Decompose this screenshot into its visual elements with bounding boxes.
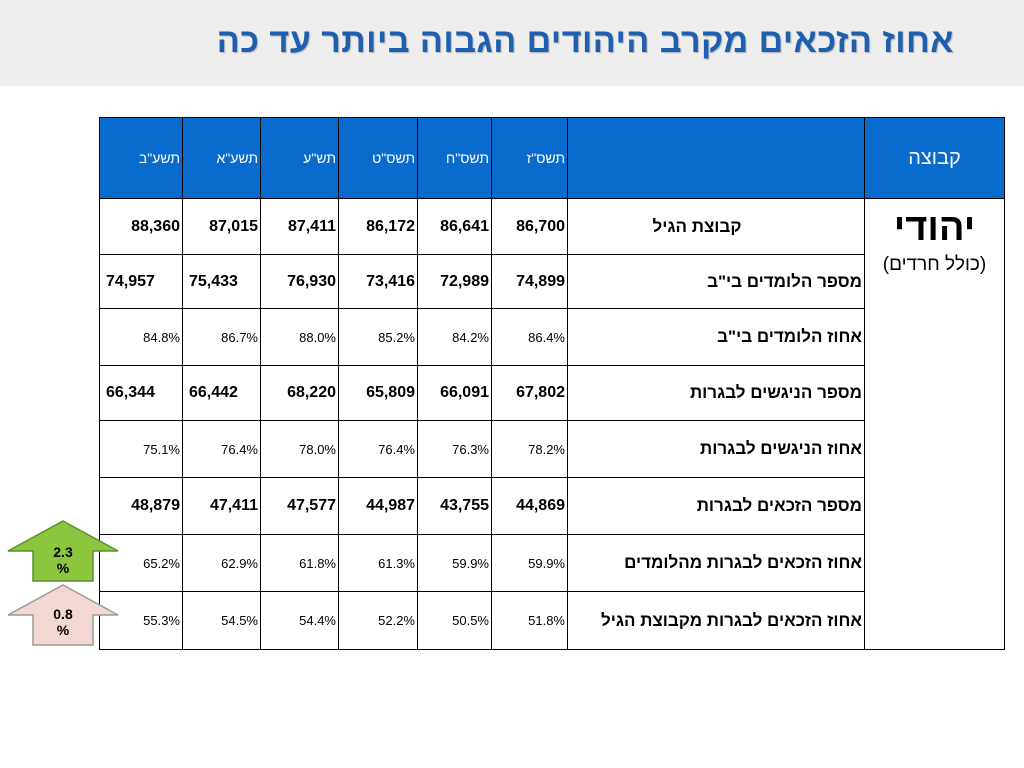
table-row: 84.8% 86.7% 88.0% 85.2% 84.2% 86.4% אחוז… [99, 308, 1005, 366]
table-cell: 65,809 [338, 365, 418, 421]
table-cell: 88,360 [99, 198, 183, 255]
table-row: 88,360 87,015 87,411 86,172 86,641 86,70… [99, 198, 1005, 650]
table-cell: 72,989 [417, 254, 492, 309]
table-cell: 86.4% [491, 308, 568, 366]
table-row: 65.2% 62.9% 61.8% 61.3% 59.9% 59.9% אחוז… [99, 534, 1005, 592]
arrow-value: 2.3 [53, 544, 73, 560]
year-header: תשע"א [182, 117, 261, 199]
table-cell: 59.9% [491, 534, 568, 592]
table-cell: 61.8% [260, 534, 339, 592]
table-cell: 47,577 [260, 477, 339, 535]
table-cell: 67,802 [491, 365, 568, 421]
table-cell: 84.8% [99, 308, 183, 366]
up-arrow-icon [7, 584, 119, 646]
table-cell: 55.3% [99, 591, 183, 650]
table-cell: 61.3% [338, 534, 418, 592]
table-cell: 76.4% [182, 420, 261, 478]
table-cell: 66,344 [99, 365, 183, 421]
table-cell: 43,755 [417, 477, 492, 535]
table-row: 66,344 66,442 68,220 65,809 66,091 67,80… [99, 365, 1005, 421]
row-label: אחוז הזכאים לבגרות מהלומדים [567, 534, 865, 592]
year-header: תשע"ב [99, 117, 183, 199]
row-label: אחוז הלומדים בי"ב [567, 308, 865, 366]
table-cell: 44,869 [491, 477, 568, 535]
group-header: קבוצה [864, 117, 1005, 199]
header-row: תשע"ב תשע"א תש"ע תשס"ט תשס"ח תשס"ז קבוצה [99, 117, 1005, 199]
table-cell: 66,091 [417, 365, 492, 421]
table-cell: 85.2% [338, 308, 418, 366]
up-arrow-icon [7, 520, 119, 582]
row-label: מספר הניגשים לבגרות [567, 365, 865, 421]
row-label: מספר הזכאים לבגרות [567, 477, 865, 535]
table-cell: 74,957 [99, 254, 183, 309]
arrow-unit: % [56, 622, 70, 638]
table-cell: 73,416 [338, 254, 418, 309]
table-cell: 68,220 [260, 365, 339, 421]
table-cell: 86.7% [182, 308, 261, 366]
table-cell: 76,930 [260, 254, 339, 309]
data-table: תשע"ב תשע"א תש"ע תשס"ט תשס"ח תשס"ז קבוצה… [99, 117, 1005, 650]
title-band [0, 0, 1024, 86]
year-header: תשס"ט [338, 117, 418, 199]
group-subtitle: (כולל חרדים) [882, 254, 987, 275]
table-row: 74,957 75,433 76,930 73,416 72,989 74,89… [99, 254, 1005, 309]
table-cell: 50.5% [417, 591, 492, 650]
table-cell: 54.5% [182, 591, 261, 650]
group-cell: יהודי (כולל חרדים) [864, 198, 1005, 650]
table-row: 55.3% 54.5% 54.4% 52.2% 50.5% 51.8% אחוז… [99, 591, 1005, 650]
table-cell: 52.2% [338, 591, 418, 650]
table-cell: 44,987 [338, 477, 418, 535]
table-cell: 86,641 [417, 198, 492, 255]
table-cell: 88.0% [260, 308, 339, 366]
table-cell: 51.8% [491, 591, 568, 650]
year-header: תשס"ז [491, 117, 568, 199]
year-header: תש"ע [260, 117, 339, 199]
year-header: תשס"ח [417, 117, 492, 199]
table-cell: 84.2% [417, 308, 492, 366]
row-label: מספר הלומדים בי"ב [567, 254, 865, 309]
table-cell: 86,172 [338, 198, 418, 255]
table-cell: 75.1% [99, 420, 183, 478]
table-cell: 78.0% [260, 420, 339, 478]
increase-arrow-green: 2.3 % [6, 520, 120, 582]
arrow-unit: % [56, 560, 70, 576]
table-cell: 66,442 [182, 365, 261, 421]
table-row: 75.1% 76.4% 78.0% 76.4% 76.3% 78.2% אחוז… [99, 420, 1005, 478]
table-cell: 75,433 [182, 254, 261, 309]
table-cell: 78.2% [491, 420, 568, 478]
table-cell: 48,879 [99, 477, 183, 535]
table-cell: 76.3% [417, 420, 492, 478]
row-label: קבוצת הגיל [567, 198, 865, 255]
table-cell: 86,700 [491, 198, 568, 255]
table-cell: 54.4% [260, 591, 339, 650]
arrow-value: 0.8 [53, 606, 73, 622]
table-cell: 47,411 [182, 477, 261, 535]
table-cell: 87,411 [260, 198, 339, 255]
table-cell: 76.4% [338, 420, 418, 478]
slide-title: אחוז הזכאים מקרב היהודים הגבוה ביותר עד … [216, 22, 954, 60]
row-label: אחוז הזכאים לבגרות מקבוצת הגיל [567, 591, 865, 650]
table-cell: 74,899 [491, 254, 568, 309]
row-label: אחוז הניגשים לבגרות [567, 420, 865, 478]
table-cell: 62.9% [182, 534, 261, 592]
table-cell: 59.9% [417, 534, 492, 592]
table-cell: 87,015 [182, 198, 261, 255]
increase-arrow-pink: 0.8 % [6, 584, 120, 646]
label-header [567, 117, 865, 199]
group-name: יהודי [893, 207, 976, 249]
